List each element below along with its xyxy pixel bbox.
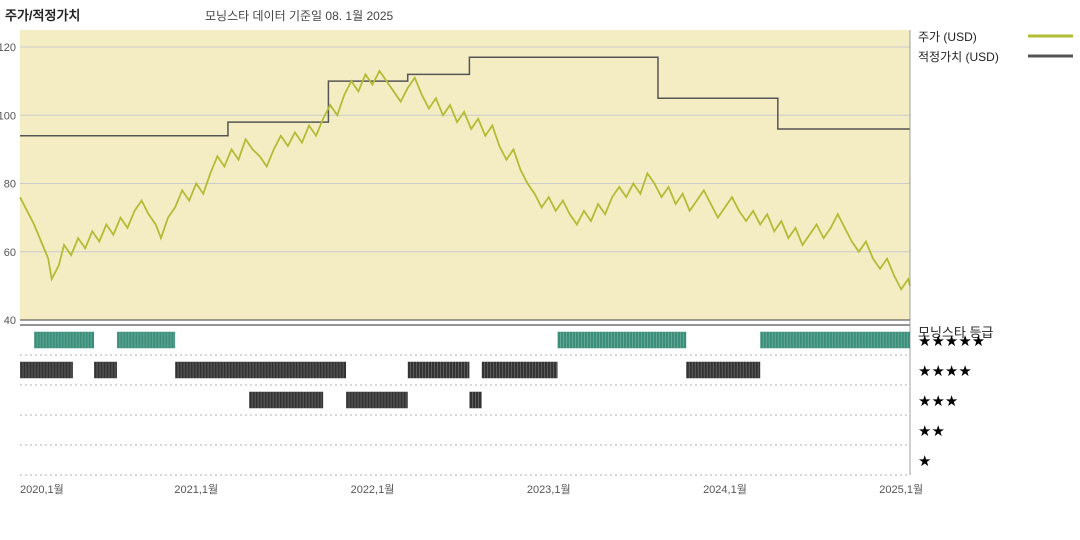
y-tick-label: 100 <box>0 110 16 122</box>
y-tick-label: 120 <box>0 42 16 54</box>
x-tick-label: 2022,1월 <box>351 483 395 496</box>
x-tick-label: 2025,1월 <box>879 483 923 496</box>
x-tick-label: 2021,1월 <box>174 483 218 496</box>
y-tick-label: 60 <box>4 247 16 259</box>
x-tick-label: 2020,1월 <box>20 483 64 496</box>
legend-label: 주가 (USD) <box>918 30 977 44</box>
rating-stars: ★★ <box>918 423 945 440</box>
rating-segment <box>558 332 687 349</box>
x-tick-label: 2023,1월 <box>527 483 571 496</box>
chart-svg: 406080100120주가 (USD)적정가치 (USD)모닝스타 등급★★★… <box>0 0 1080 540</box>
rating-stars: ★★★★★ <box>918 333 985 350</box>
rating-segment <box>482 362 558 379</box>
rating-segment <box>94 362 117 379</box>
plot-background <box>20 30 910 320</box>
rating-stars: ★ <box>918 453 931 470</box>
rating-stars: ★★★★ <box>918 363 972 380</box>
rating-stars: ★★★ <box>918 393 958 410</box>
x-tick-label: 2024,1월 <box>703 483 747 496</box>
y-tick-label: 40 <box>4 315 16 327</box>
legend-label: 적정가치 (USD) <box>918 50 999 64</box>
rating-segment <box>175 362 346 379</box>
y-tick-label: 80 <box>4 179 16 191</box>
